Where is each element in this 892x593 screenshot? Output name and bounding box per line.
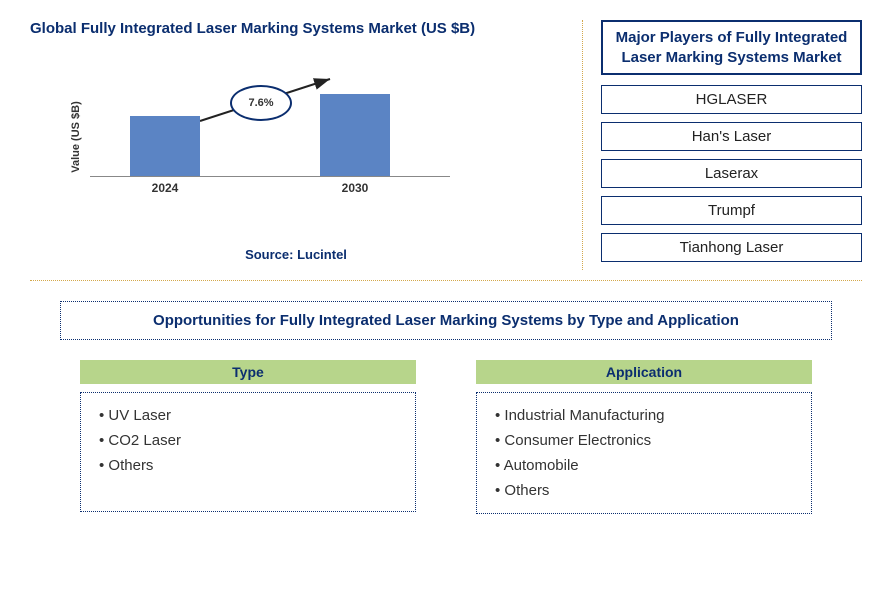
type-header: Type	[80, 360, 416, 384]
chart-title: Global Fully Integrated Laser Marking Sy…	[30, 20, 562, 37]
growth-rate-badge: 7.6%	[230, 85, 292, 121]
application-header: Application	[476, 360, 812, 384]
list-item: Industrial Manufacturing	[495, 403, 793, 428]
chart-ylabel: Value (US $B)	[70, 101, 82, 173]
player-box: HGLASER	[601, 85, 862, 114]
type-list: UV Laser CO2 Laser Others	[80, 392, 416, 512]
players-panel: Major Players of Fully Integrated Laser …	[582, 20, 862, 270]
player-box: Tianhong Laser	[601, 233, 862, 262]
player-box: Laserax	[601, 159, 862, 188]
list-item: Consumer Electronics	[495, 428, 793, 453]
list-item: Others	[495, 478, 793, 503]
opportunities-columns: Type UV Laser CO2 Laser Others Applicati…	[30, 360, 862, 514]
chart-xlabels: 2024 2030	[90, 181, 450, 201]
xlabel-2030: 2030	[320, 181, 390, 195]
application-column: Application Industrial Manufacturing Con…	[476, 360, 812, 514]
growth-rate-text: 7.6%	[248, 97, 273, 109]
application-list: Industrial Manufacturing Consumer Electr…	[476, 392, 812, 514]
player-box: Trumpf	[601, 196, 862, 225]
top-region: Global Fully Integrated Laser Marking Sy…	[30, 20, 862, 281]
opportunities-title: Opportunities for Fully Integrated Laser…	[60, 301, 832, 340]
players-title: Major Players of Fully Integrated Laser …	[601, 20, 862, 75]
bar-2024	[130, 116, 200, 176]
list-item: UV Laser	[99, 403, 397, 428]
list-item: Automobile	[495, 453, 793, 478]
player-box: Han's Laser	[601, 122, 862, 151]
type-column: Type UV Laser CO2 Laser Others	[80, 360, 416, 514]
list-item: Others	[99, 453, 397, 478]
chart-plot-area: 7.6%	[90, 67, 450, 177]
list-item: CO2 Laser	[99, 428, 397, 453]
bar-chart: Value (US $B) 7.6% 2024 2	[90, 67, 450, 207]
opportunities-region: Opportunities for Fully Integrated Laser…	[30, 301, 862, 514]
xlabel-2024: 2024	[130, 181, 200, 195]
chart-panel: Global Fully Integrated Laser Marking Sy…	[30, 20, 562, 270]
source-label: Source: Lucintel	[30, 247, 562, 262]
bar-2030	[320, 94, 390, 176]
